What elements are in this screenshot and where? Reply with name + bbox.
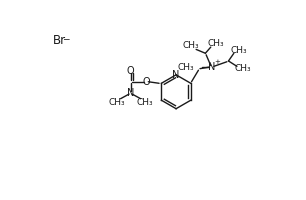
Text: O: O	[127, 66, 134, 76]
Text: N: N	[208, 62, 215, 72]
Text: CH₃: CH₃	[207, 39, 224, 48]
Text: −: −	[62, 34, 70, 43]
Text: N: N	[172, 70, 180, 80]
Text: CH₃: CH₃	[231, 46, 248, 55]
Text: CH₃: CH₃	[136, 98, 153, 107]
Text: +: +	[215, 59, 221, 65]
Text: CH₃: CH₃	[108, 98, 125, 107]
Text: CH₃: CH₃	[178, 63, 195, 72]
Text: Br: Br	[53, 34, 66, 47]
Text: N: N	[127, 88, 134, 98]
Text: CH₃: CH₃	[234, 64, 251, 73]
Text: CH₃: CH₃	[182, 41, 199, 50]
Text: O: O	[142, 77, 150, 87]
